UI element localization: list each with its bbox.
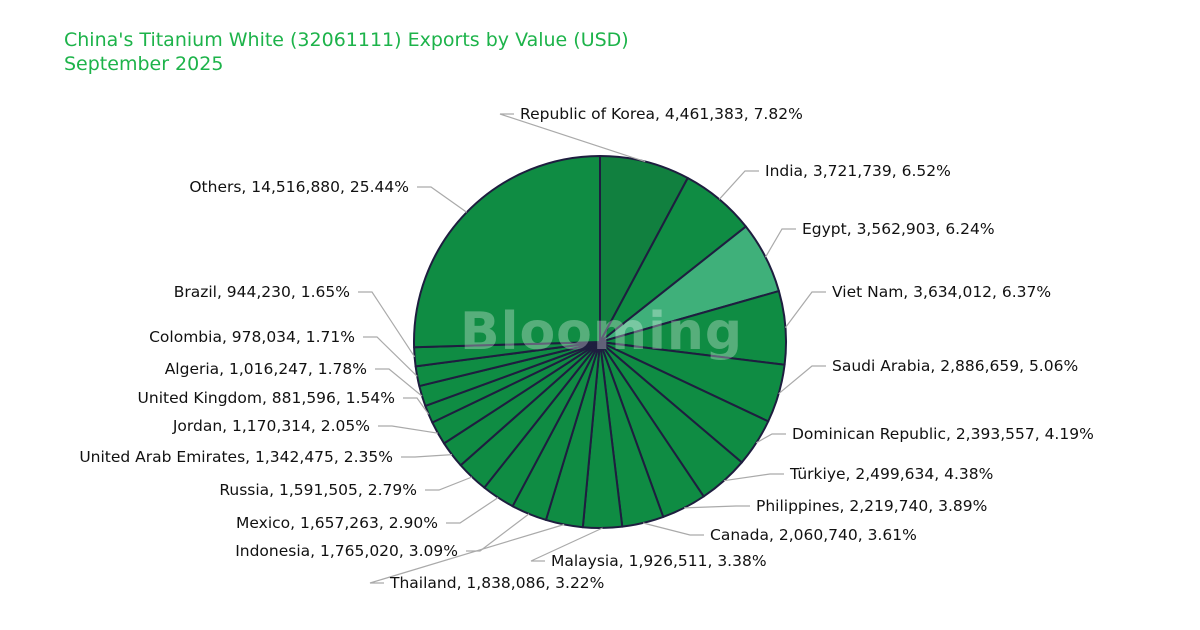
leader-line	[756, 433, 786, 444]
leader-line	[401, 454, 453, 458]
slice-label: Philippines, 2,219,740, 3.89%	[756, 497, 988, 515]
slice-label: Colombia, 978,034, 1.71%	[149, 328, 355, 346]
slice-label: Jordan, 1,170,314, 2.05%	[172, 417, 370, 435]
slice-label: Dominican Republic, 2,393,557, 4.19%	[792, 425, 1094, 443]
leader-line	[723, 473, 784, 482]
slice-label: Mexico, 1,657,263, 2.90%	[236, 514, 438, 532]
leader-line	[466, 513, 530, 552]
leader-line	[530, 527, 603, 562]
leader-line	[499, 113, 646, 163]
slice-label: Indonesia, 1,765,020, 3.09%	[235, 542, 458, 560]
slice-label: Viet Nam, 3,634,012, 6.37%	[832, 283, 1052, 301]
slice-label: Thailand, 1,838,086, 3.22%	[390, 574, 605, 592]
pie-slice-republic-of-korea	[599, 155, 689, 343]
chart-title: China's Titanium White (32061111) Export…	[64, 28, 629, 76]
chart-subtitle: September 2025	[64, 53, 224, 75]
slice-label: Brazil, 944,230, 1.65%	[173, 283, 350, 301]
slice-label: United Arab Emirates, 1,342,475, 2.35%	[79, 448, 393, 466]
leader-line	[363, 336, 418, 377]
leader-line	[784, 291, 826, 328]
leader-line	[446, 497, 499, 524]
leader-line	[764, 228, 796, 258]
slice-label: Canada, 2,060,740, 3.61%	[710, 526, 917, 544]
chart-title-line1: China's Titanium White (32061111) Export…	[64, 29, 629, 51]
slice-label: Malaysia, 1,926,511, 3.38%	[551, 552, 767, 570]
slice-label: Republic of Korea, 4,461,383, 7.82%	[520, 105, 803, 123]
leader-line	[718, 170, 759, 200]
pie-slice-others	[413, 155, 601, 349]
leader-line	[378, 425, 438, 434]
slice-label: Saudi Arabia, 2,886,659, 5.06%	[832, 357, 1079, 375]
slice-label: Algeria, 1,016,247, 1.78%	[164, 360, 367, 378]
slice-label: Türkiye, 2,499,634, 4.38%	[790, 465, 994, 483]
slice-label: United Kingdom, 881,596, 1.54%	[137, 389, 395, 407]
leader-line	[369, 523, 565, 584]
leader-line	[417, 186, 468, 213]
leader-line	[684, 505, 750, 509]
leader-line	[375, 368, 423, 397]
slice-label: Egypt, 3,562,903, 6.24%	[802, 220, 995, 238]
slice-label: India, 3,721,739, 6.52%	[765, 162, 951, 180]
leader-line	[642, 522, 704, 536]
leader-line	[778, 365, 826, 395]
slice-label: Russia, 1,591,505, 2.79%	[219, 481, 417, 499]
leader-line	[358, 291, 416, 358]
slice-label: Others, 14,516,880, 25.44%	[189, 178, 409, 196]
leader-line	[425, 476, 473, 491]
leader-line	[403, 397, 430, 415]
